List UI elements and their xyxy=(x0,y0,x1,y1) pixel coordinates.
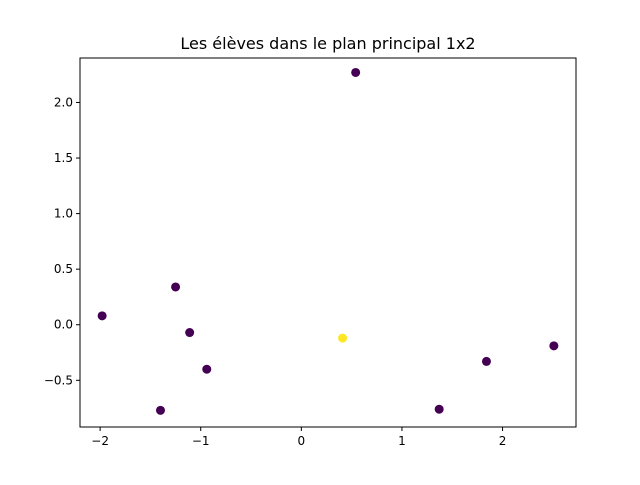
points-layer xyxy=(97,67,559,415)
y-tick-label: 0.5 xyxy=(54,262,73,276)
data-point xyxy=(549,341,559,351)
x-tick-label: 1 xyxy=(398,434,406,448)
y-tick-label: 1.0 xyxy=(54,207,73,221)
y-tick-label: 0.0 xyxy=(54,318,73,332)
data-point xyxy=(351,67,361,77)
data-point xyxy=(97,311,107,321)
data-point xyxy=(338,333,348,343)
x-tick-label: 2 xyxy=(499,434,507,448)
x-tick-label: 0 xyxy=(298,434,306,448)
chart-title: Les élèves dans le plan principal 1x2 xyxy=(180,34,475,53)
x-tick-label: −2 xyxy=(91,434,109,448)
plot-frame xyxy=(79,57,577,428)
y-tick-label: −0.5 xyxy=(44,373,73,387)
data-point xyxy=(171,282,181,292)
data-point xyxy=(434,404,444,414)
y-tick-label: 2.0 xyxy=(54,95,73,109)
y-tick-label: 1.5 xyxy=(54,151,73,165)
data-point xyxy=(202,364,212,374)
data-point xyxy=(185,328,195,338)
data-point xyxy=(481,356,491,366)
x-tick-label: −1 xyxy=(192,434,210,448)
data-point xyxy=(155,405,165,415)
ticks-layer: −2 −1 0 1 2 −0.5 0.0 0.5 1.0 1.5 2.0 xyxy=(44,95,507,448)
